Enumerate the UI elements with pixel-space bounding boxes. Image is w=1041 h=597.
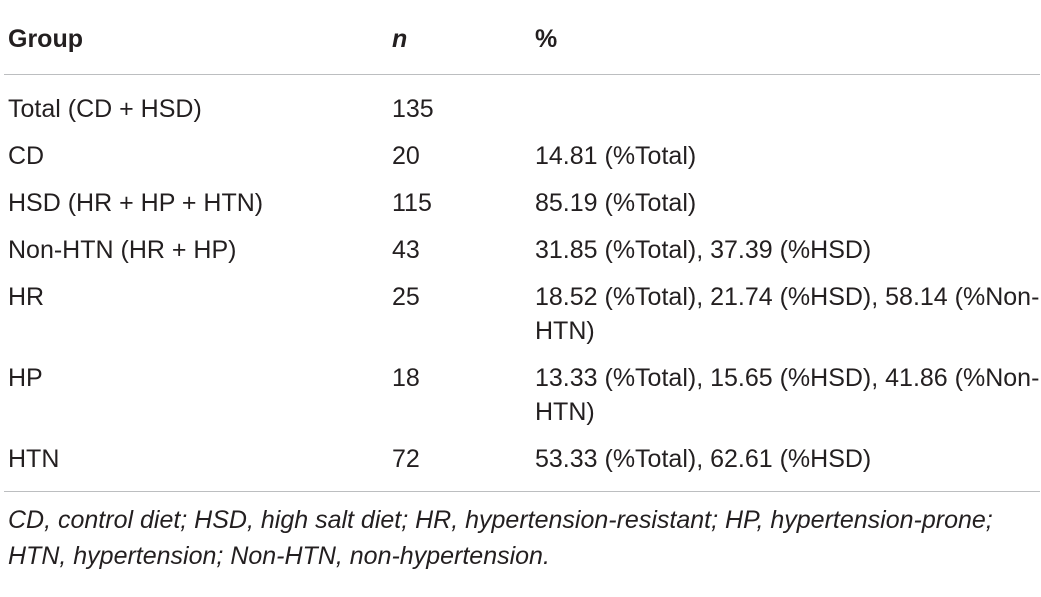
cell-group: Total (CD + HSD) bbox=[8, 95, 202, 123]
cell-group: HSD (HR + HP + HTN) bbox=[8, 189, 264, 217]
table-body: Total (CD + HSD) 135 CD 20 14.81 (%Total… bbox=[4, 75, 1040, 492]
table-row: HTN 72 53.33 (%Total), 62.61 (%HSD) bbox=[4, 438, 1040, 492]
cell-percent: 31.85 (%Total), 37.39 (%HSD) bbox=[535, 236, 872, 264]
table-row: CD 20 14.81 (%Total) bbox=[4, 135, 1040, 182]
cell-percent: 53.33 (%Total), 62.61 (%HSD) bbox=[531, 438, 1040, 492]
table-row: HSD (HR + HP + HTN) 115 85.19 (%Total) bbox=[4, 182, 1040, 229]
cell-percent: 13.33 (%Total), 15.65 (%HSD), 41.86 (%No… bbox=[535, 364, 1040, 426]
cell-n: 43 bbox=[392, 236, 420, 264]
cell-n: 25 bbox=[392, 283, 420, 311]
cell-n: 72 bbox=[388, 438, 531, 492]
header-group: Group bbox=[4, 0, 388, 75]
cell-n: 115 bbox=[392, 189, 432, 217]
cell-group: HTN bbox=[4, 438, 388, 492]
table-row: Non-HTN (HR + HP) 43 31.85 (%Total), 37.… bbox=[4, 229, 1040, 276]
table-row: Total (CD + HSD) 135 bbox=[4, 75, 1040, 136]
cell-n: 18 bbox=[392, 364, 420, 392]
table-header: Group n % bbox=[4, 0, 1040, 75]
table-row: HP 18 13.33 (%Total), 15.65 (%HSD), 41.8… bbox=[4, 357, 1040, 438]
cell-percent: 14.81 (%Total) bbox=[535, 142, 697, 170]
header-percent: % bbox=[531, 0, 1040, 75]
cell-n: 20 bbox=[392, 142, 420, 170]
data-table-container: Group n % Total (CD + HSD) 135 CD 20 14.… bbox=[4, 0, 1040, 570]
header-row: Group n % bbox=[4, 0, 1040, 75]
cell-percent: 85.19 (%Total) bbox=[535, 189, 697, 217]
cell-group: Non-HTN (HR + HP) bbox=[8, 236, 237, 264]
data-table: Group n % Total (CD + HSD) 135 CD 20 14.… bbox=[4, 0, 1040, 492]
cell-percent bbox=[531, 75, 1040, 136]
cell-group: HP bbox=[8, 364, 43, 392]
header-n: n bbox=[388, 0, 531, 75]
table-footnote: CD, control diet; HSD, high salt diet; H… bbox=[8, 506, 993, 570]
table-row: HR 25 18.52 (%Total), 21.74 (%HSD), 58.1… bbox=[4, 276, 1040, 357]
cell-group: CD bbox=[8, 142, 45, 170]
cell-group: HR bbox=[8, 283, 45, 311]
cell-n: 135 bbox=[392, 95, 434, 123]
cell-percent: 18.52 (%Total), 21.74 (%HSD), 58.14 (%No… bbox=[535, 283, 1040, 345]
